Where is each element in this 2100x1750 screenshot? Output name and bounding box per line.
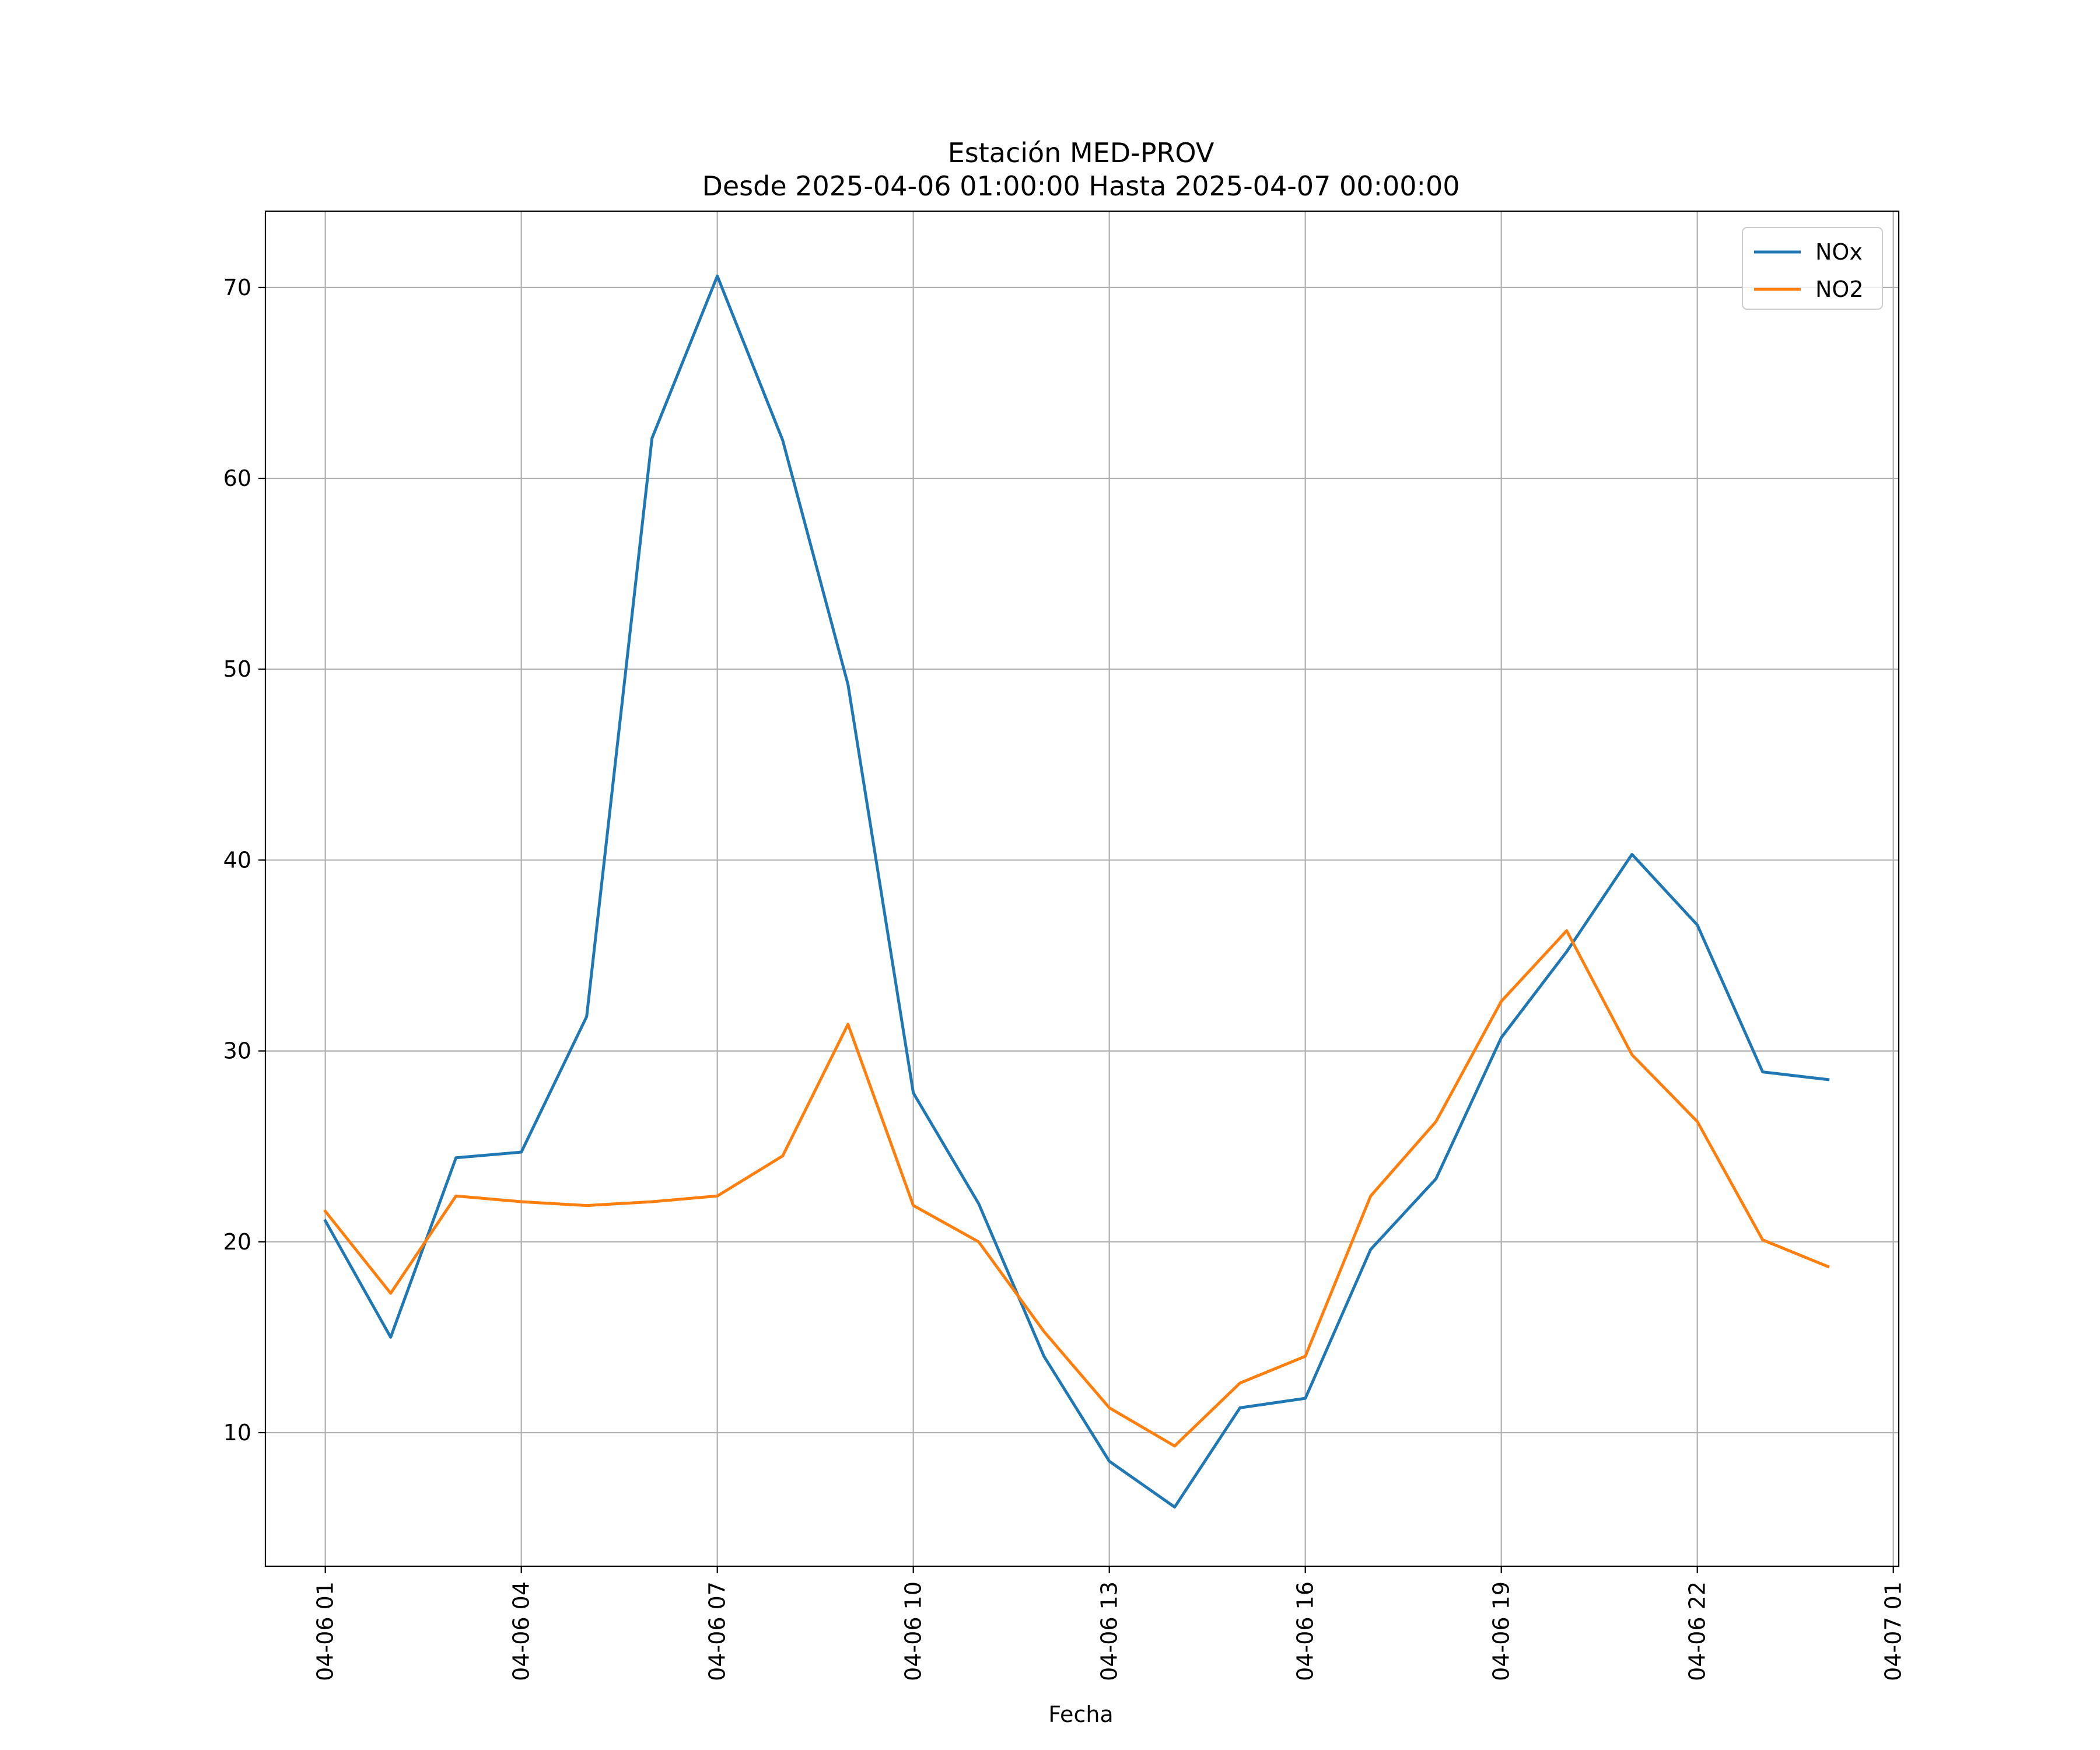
- y-tick-label: 70: [223, 275, 251, 300]
- chart-title: Estación MED-PROV: [948, 137, 1214, 169]
- series-line-no2: [323, 929, 1830, 1448]
- x-tick-label: 04-06 10: [901, 1581, 926, 1681]
- series-line-nox: [323, 274, 1830, 1509]
- ticks: 04-06 01 04-06 04 04-06 07 04-06 10 04-06 13…: [223, 275, 1906, 1681]
- x-tick-label: 04-06 16: [1293, 1581, 1318, 1681]
- x-tick-label: 04-06 04: [509, 1581, 534, 1681]
- grid: [265, 211, 1899, 1566]
- x-tick-label: 04-06 01: [313, 1581, 338, 1681]
- plot-frame: [264, 210, 1900, 1567]
- x-tick-label: 04-06 07: [705, 1581, 730, 1681]
- legend: NOx NO2: [1742, 227, 1883, 310]
- x-axis-label: Fecha: [1048, 1702, 1113, 1727]
- legend-label-no2: NO2: [1815, 276, 1864, 302]
- chart-subtitle: Desde 2025-04-06 01:00:00 Hasta 2025-04-…: [702, 170, 1460, 202]
- legend-label-nox: NOx: [1815, 239, 1863, 265]
- x-tick-label: 04-06 19: [1489, 1581, 1514, 1681]
- y-tick-label: 10: [223, 1420, 251, 1446]
- y-tick-label: 30: [223, 1038, 251, 1064]
- x-tick-label: 04-06 13: [1097, 1581, 1122, 1681]
- y-tick-label: 50: [223, 656, 251, 682]
- y-tick-label: 20: [223, 1229, 251, 1255]
- x-tick-label: 04-07 01: [1881, 1581, 1906, 1681]
- x-tick-label: 04-06 22: [1685, 1581, 1710, 1681]
- series-lines: [323, 274, 1830, 1509]
- y-tick-label: 60: [223, 466, 251, 491]
- y-tick-label: 40: [223, 847, 251, 873]
